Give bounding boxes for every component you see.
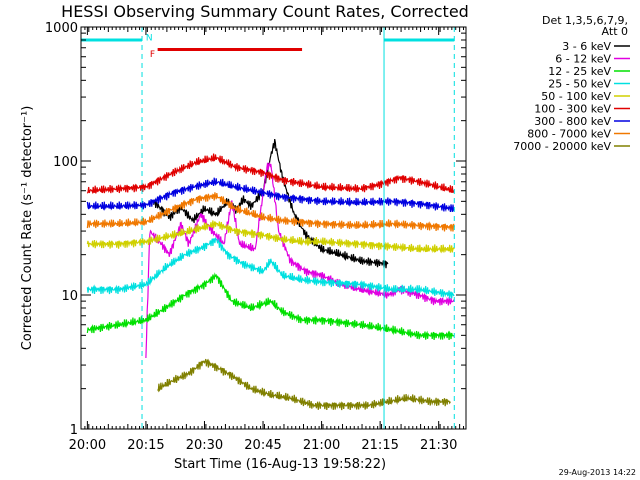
legend-entry-label: 300 - 800 keV (534, 115, 611, 128)
legend-entry-label: 6 - 12 keV (555, 53, 611, 66)
series-line-7000-20000-kev (157, 358, 451, 411)
legend-entry-label: 12 - 25 keV (548, 65, 611, 78)
x-tick-label: 21:15 (361, 438, 398, 453)
legend-entry-label: 25 - 50 keV (548, 78, 611, 91)
y-tick-label: 1 (70, 423, 78, 438)
axis-layer: 20:00 20:15 20:30 20:45 21:00 21:15 21:30 1 10 10… (45, 21, 466, 453)
series-line-50-100-kev (86, 220, 455, 254)
y-axis-label: Corrected Count Rate (s⁻¹ detector⁻¹) (20, 106, 35, 351)
legend-entry-label: 800 - 7000 keV (527, 128, 611, 141)
x-tick-label: 21:30 (420, 438, 457, 453)
chart-title: HESSI Observing Summary Count Rates, Cor… (61, 2, 469, 21)
legend-header: Att 0 (602, 25, 628, 38)
plot-frame (80, 26, 467, 430)
x-tick-label: 20:30 (186, 438, 223, 453)
x-tick-label: 20:00 (69, 438, 106, 453)
y-tick-label: 1000 (45, 21, 78, 36)
series-line-3-6-kev (153, 138, 389, 269)
x-tick-label: 20:15 (127, 438, 164, 453)
marker-layer: NF (81, 27, 455, 429)
y-tick-label: 100 (53, 155, 78, 170)
legend-entry-label: 3 - 6 keV (562, 40, 611, 53)
legend-header: Det 1,3,5,6,7,9, (542, 14, 628, 27)
y-tick-label: 10 (61, 289, 78, 304)
x-tick-label: 21:00 (303, 438, 340, 453)
series-line-6-12-kev (145, 161, 455, 359)
series-line-25-50-kev (86, 237, 455, 299)
series-line-100-300-kev (86, 153, 455, 195)
x-axis-label: Start Time (16-Aug-13 19:58:22) (174, 457, 386, 472)
legend-entry-label: 100 - 300 keV (534, 103, 611, 116)
footer-timestamp: 29-Aug-2013 14:22 (559, 468, 636, 477)
flag-letter-n: N (146, 33, 153, 43)
flag-letter-f: F (150, 50, 155, 60)
series-line-800-7000-kev (86, 192, 455, 232)
series-layer (86, 138, 455, 411)
legend-entry-label: 7000 - 20000 keV (513, 140, 611, 153)
legend-entry-label: 50 - 100 keV (541, 90, 611, 103)
x-tick-label: 20:45 (244, 438, 281, 453)
series-line-12-25-kev (86, 272, 455, 341)
series-line-300-800-kev (86, 177, 455, 213)
